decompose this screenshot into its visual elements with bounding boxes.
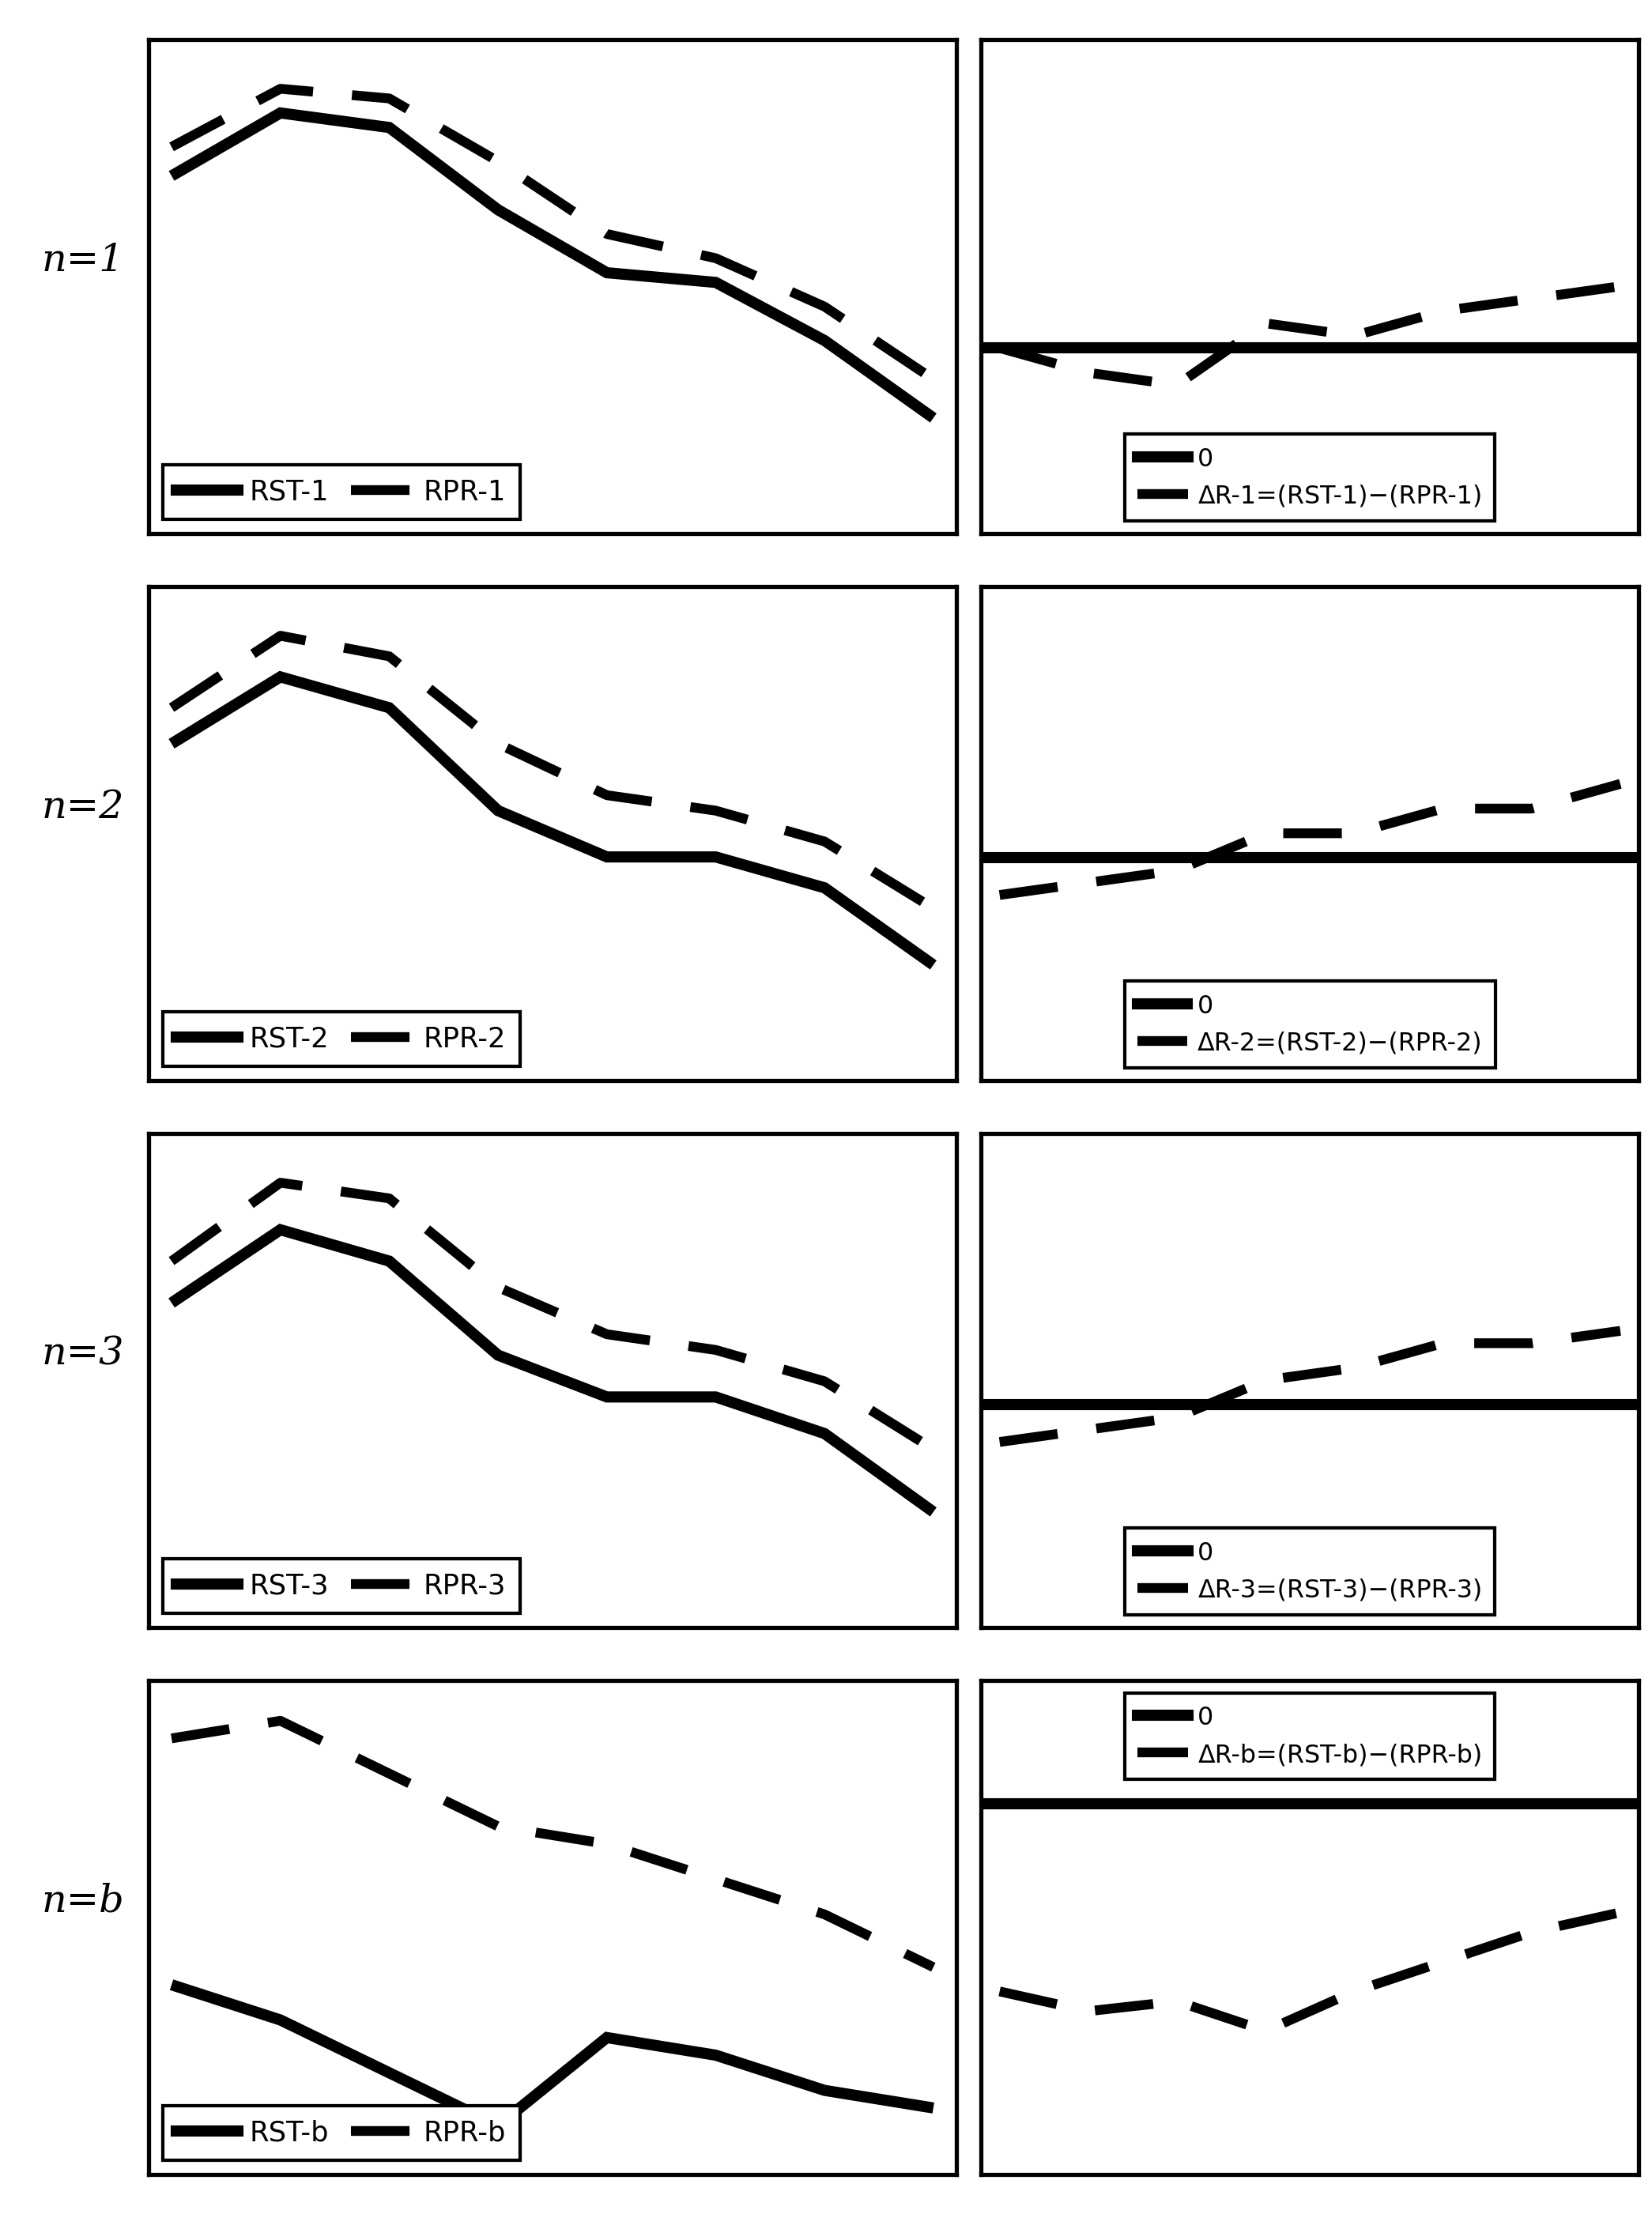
Legend: 0, ΔR-1=(RST-1)−(RPR-1): 0, ΔR-1=(RST-1)−(RPR-1) bbox=[1125, 434, 1495, 520]
Text: n=3: n=3 bbox=[41, 1335, 124, 1373]
Legend: RST-2, RPR-2: RST-2, RPR-2 bbox=[162, 1012, 520, 1067]
Text: n=b: n=b bbox=[41, 1882, 124, 1920]
Legend: RST-1, RPR-1: RST-1, RPR-1 bbox=[162, 465, 520, 520]
Legend: 0, ΔR-b=(RST-b)−(RPR-b): 0, ΔR-b=(RST-b)−(RPR-b) bbox=[1125, 1694, 1495, 1780]
Text: n=1: n=1 bbox=[41, 241, 124, 279]
Legend: 0, ΔR-2=(RST-2)−(RPR-2): 0, ΔR-2=(RST-2)−(RPR-2) bbox=[1125, 981, 1495, 1067]
Legend: 0, ΔR-3=(RST-3)−(RPR-3): 0, ΔR-3=(RST-3)−(RPR-3) bbox=[1125, 1528, 1495, 1614]
Legend: RST-b, RPR-b: RST-b, RPR-b bbox=[162, 2106, 520, 2161]
Legend: RST-3, RPR-3: RST-3, RPR-3 bbox=[162, 1559, 520, 1614]
Text: n=2: n=2 bbox=[41, 788, 124, 826]
